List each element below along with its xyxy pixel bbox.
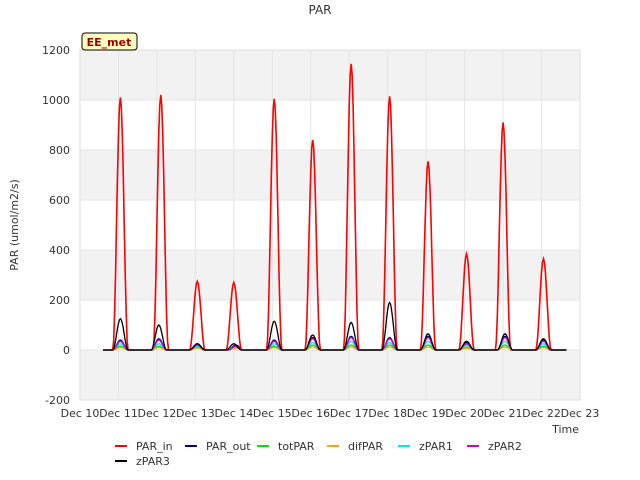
x-tick-label: Dec 14: [214, 407, 253, 420]
y-tick-label: 800: [49, 144, 70, 157]
y-tick-label: 200: [49, 294, 70, 307]
x-tick-label: Dec 17: [330, 407, 369, 420]
annotation-box: EE_met: [81, 32, 138, 51]
background-band: [80, 350, 580, 400]
series-lines: [103, 63, 567, 351]
legend-label-zpar1: zPAR1: [419, 440, 453, 453]
background-band: [80, 50, 580, 100]
legend-label-totpar: totPAR: [278, 440, 315, 453]
x-tick-labels: Dec 10 Dec 11 Dec 12 Dec 13 Dec 14 Dec 15 Dec …: [61, 407, 600, 420]
x-tick-label: Dec 19: [407, 407, 446, 420]
annotation-background: [81, 32, 138, 51]
legend-label-par_in: PAR_in: [136, 440, 173, 453]
legend-label-zpar2: zPAR2: [488, 440, 522, 453]
x-tick-label: Dec 13: [176, 407, 215, 420]
y-tick-label: 0: [63, 344, 70, 357]
x-tick-label: Dec 23: [561, 407, 600, 420]
x-tick-label: Dec 20: [445, 407, 484, 420]
background-band: [80, 250, 580, 300]
background-bands: [80, 50, 580, 400]
y-tick-labels: -200 0 200 400 600 800 1000 1200: [42, 44, 70, 407]
y-tick-label: -200: [45, 394, 70, 407]
y-tick-label: 600: [49, 194, 70, 207]
y-tick-label: 400: [49, 244, 70, 257]
y-tick-label: 1000: [42, 94, 70, 107]
x-tick-label: Dec 21: [484, 407, 523, 420]
x-tick-label: Dec 12: [138, 407, 177, 420]
x-axis-label: Time: [551, 423, 579, 436]
x-tick-label: Dec 18: [368, 407, 407, 420]
chart-title: PAR: [308, 3, 331, 17]
y-tick-label: 1200: [42, 44, 70, 57]
x-tick-label: Dec 22: [522, 407, 561, 420]
annotation-label: EE_met: [87, 36, 132, 49]
plot-frame: [79, 49, 581, 401]
x-tick-label: Dec 16: [291, 407, 330, 420]
legend: PAR_in PAR_out totPAR difPAR zPAR1 zPAR2 zPAR3: [115, 440, 522, 468]
x-tick-label: Dec 11: [99, 407, 138, 420]
legend-label-difpar: difPAR: [348, 440, 383, 453]
x-tick-label: Dec 15: [253, 407, 292, 420]
legend-label-zpar3: zPAR3: [136, 455, 170, 468]
x-tick-label: Dec 10: [61, 407, 100, 420]
legend-label-par_out: PAR_out: [206, 440, 251, 453]
y-axis-label: PAR (umol/m2/s): [8, 179, 21, 271]
series-line-zpar3: [103, 301, 567, 351]
